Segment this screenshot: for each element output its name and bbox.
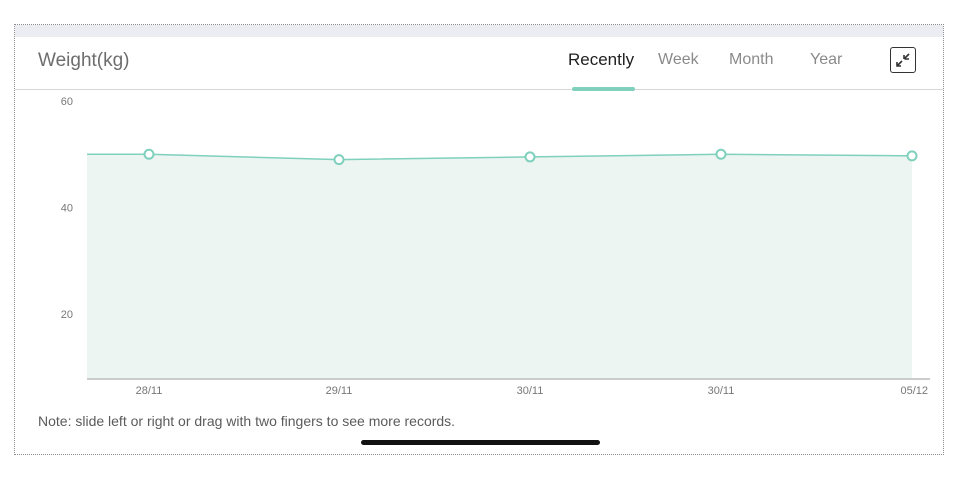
y-tick-label: 40 xyxy=(61,203,73,215)
x-tick-label: 05/12 xyxy=(900,385,928,397)
tab-month[interactable]: Month xyxy=(729,51,774,68)
weight-chart-card: Weight(kg) Recently Week Month Year 20 40… xyxy=(14,24,944,455)
tab-year[interactable]: Year xyxy=(810,51,843,68)
weight-area-chart[interactable]: 20 40 60 28/11 29/11 30/11 30/11 05/12 xyxy=(15,91,943,411)
area-fill xyxy=(87,154,912,378)
series-line xyxy=(87,153,913,161)
data-point xyxy=(524,151,536,163)
tab-recently[interactable]: Recently xyxy=(568,50,635,69)
data-point xyxy=(333,154,345,166)
home-indicator xyxy=(361,440,600,445)
data-point xyxy=(715,148,727,160)
data-point xyxy=(906,150,918,162)
x-tick-label: 28/11 xyxy=(136,385,163,397)
tab-week[interactable]: Week xyxy=(658,51,699,68)
chart-title: Weight(kg) xyxy=(38,50,130,71)
collapse-button[interactable] xyxy=(890,47,916,73)
x-tick-label: 30/11 xyxy=(517,385,544,397)
collapse-arrows-icon xyxy=(896,53,910,67)
x-tick-label: 30/11 xyxy=(708,385,735,397)
y-tick-label: 60 xyxy=(61,96,73,108)
data-point xyxy=(143,148,155,160)
x-tick-label: 29/11 xyxy=(326,385,353,397)
hint-note: Note: slide left or right or drag with t… xyxy=(38,413,456,429)
y-tick-label: 20 xyxy=(61,309,73,321)
active-tab-indicator xyxy=(572,87,635,91)
chart-header: Weight(kg) Recently Week Month Year xyxy=(15,37,943,91)
top-strip xyxy=(15,25,943,37)
